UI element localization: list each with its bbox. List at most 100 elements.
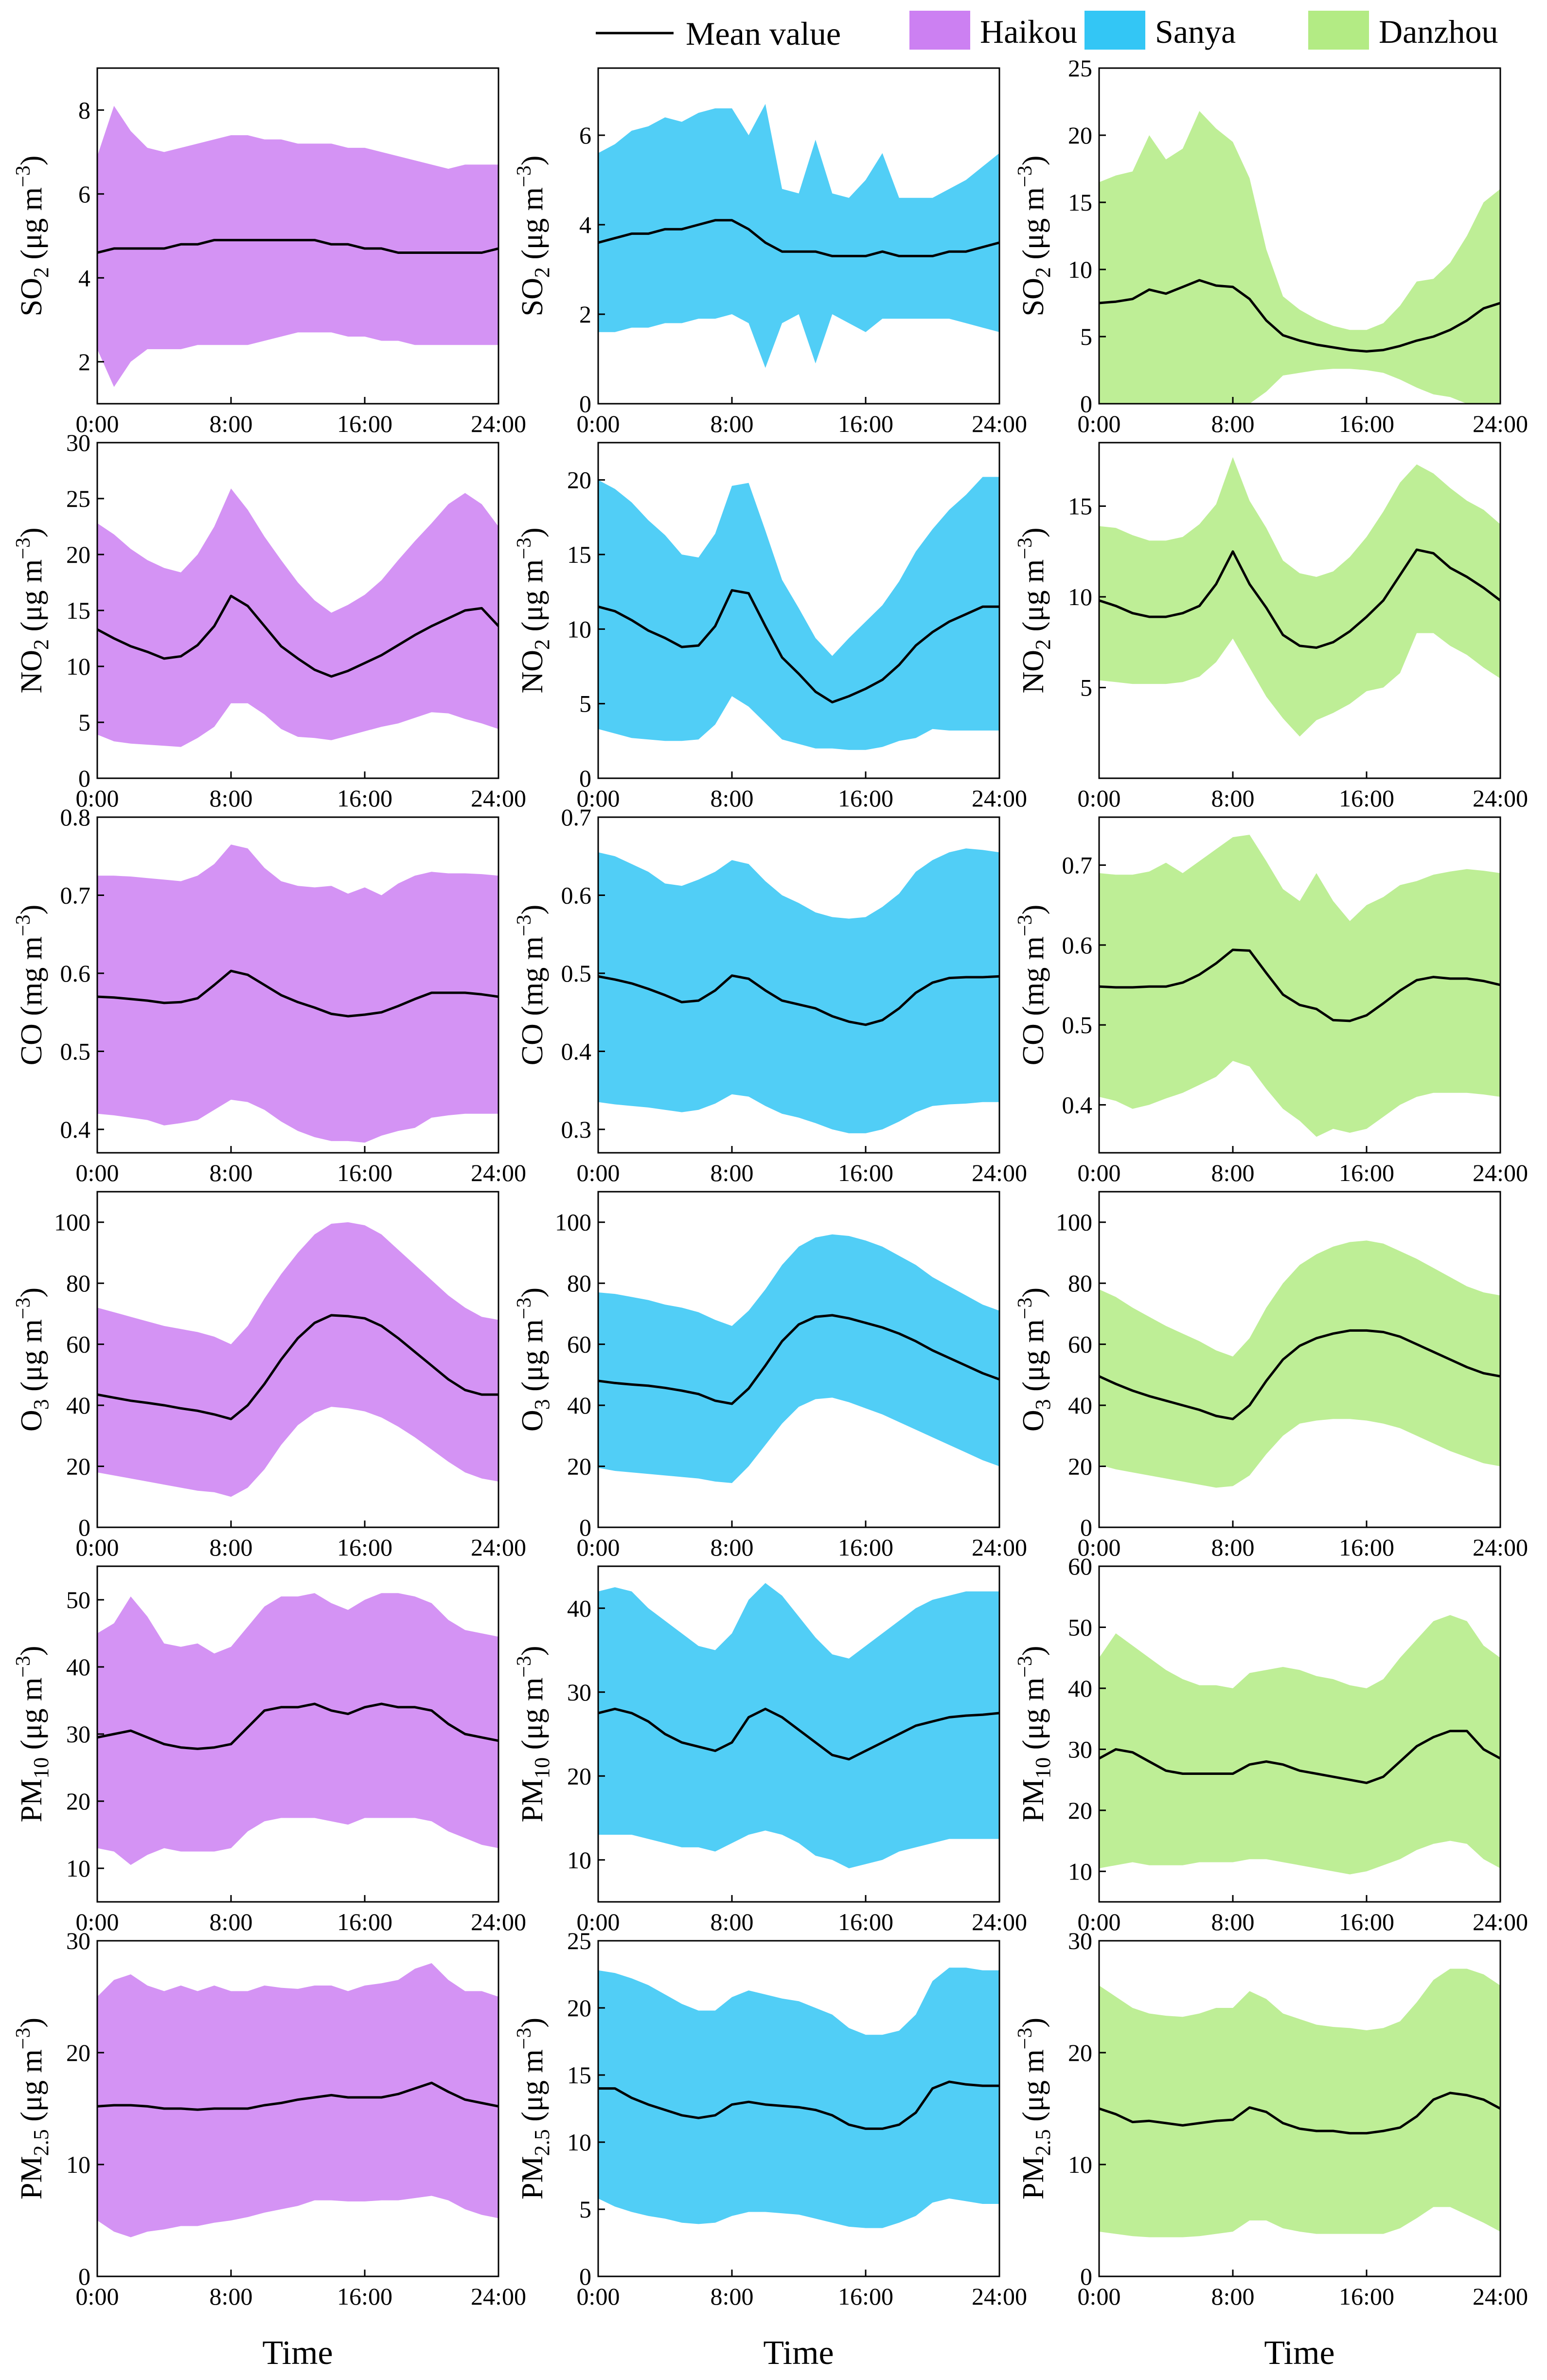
- y-axis-label-part: ): [1017, 527, 1050, 537]
- y-axis-label-part: 3: [29, 1399, 53, 1410]
- y-tick-label: 10: [66, 2151, 90, 2178]
- y-tick-label: 20: [1068, 1453, 1092, 1480]
- panel-frame: [597, 442, 1000, 779]
- panel-pm25-danzhou: 0:00 8:00 16:00 24:00 0 10 20 30 PM2.5 (μg m−3): [1014, 1927, 1528, 2310]
- y-axis-label-co-danzhou: CO (mg m−3): [1014, 905, 1050, 1066]
- legend-label-sanya: Sanya: [1155, 13, 1236, 50]
- y-axis-label-part: PM: [15, 1779, 48, 1823]
- y-tick-label: 6: [78, 180, 90, 208]
- x-tick-label: 8:00: [1211, 2283, 1255, 2310]
- y-tick-label: 60: [1068, 1331, 1092, 1358]
- y-axis-label-part: −3: [12, 914, 35, 936]
- y-tick-label: 20: [1068, 2039, 1092, 2066]
- mean-line-co-danzhou: [1099, 948, 1500, 1022]
- y-axis-label-part: 2: [1031, 267, 1055, 278]
- x-tick-label: 16:00: [337, 410, 392, 437]
- y-axis-label-part: (μg m: [516, 187, 549, 267]
- x-tick-label: 16:00: [1339, 1534, 1394, 1561]
- y-tick-label: 5: [78, 709, 90, 736]
- x-tick-label: 16:00: [1339, 1159, 1394, 1186]
- x-tick-label: 0:00: [1078, 1159, 1121, 1186]
- x-tick-label: 16:00: [337, 1908, 392, 1935]
- y-tick-label: 0: [1080, 390, 1092, 417]
- x-tick-label: 24:00: [1473, 1908, 1528, 1935]
- y-axis-label-part: ): [1017, 905, 1050, 915]
- y-axis-label-part: (μg m: [1017, 187, 1050, 267]
- y-tick-label: 0.7: [561, 804, 592, 831]
- x-tick-label: 16:00: [838, 785, 893, 812]
- x-tick-label: 8:00: [210, 410, 253, 437]
- x-tick-label: 16:00: [1339, 410, 1394, 437]
- y-tick-label: 0.3: [561, 1116, 592, 1143]
- x-tick-label: 24:00: [972, 1908, 1027, 1935]
- x-tick-label: 16:00: [1339, 1908, 1394, 1935]
- x-tick-label: 24:00: [1473, 2283, 1528, 2310]
- x-tick-label: 16:00: [838, 410, 893, 437]
- x-tick-label: 8:00: [1211, 410, 1255, 437]
- y-tick-label: 40: [567, 1594, 591, 1622]
- y-tick-label: 10: [1068, 2151, 1092, 2178]
- y-axis-label-part: CO: [516, 1023, 549, 1065]
- y-axis-label-part: O: [516, 1410, 549, 1432]
- panel-frame: [1098, 1565, 1501, 1903]
- y-tick-label: 0: [1080, 2263, 1092, 2290]
- panel-o3-danzhou: 0:00 8:00 16:00 24:00 0 20 40 60 80 100 O3 (μg m−3…: [1014, 1191, 1528, 1561]
- y-tick-label: 15: [1068, 189, 1092, 216]
- y-axis-label-o3-danzhou: O3 (μg m−3): [1014, 1288, 1055, 1432]
- y-tick-label: 10: [1068, 583, 1092, 610]
- y-tick-label: 50: [66, 1586, 90, 1613]
- y-axis-label-part: −3: [1014, 537, 1036, 559]
- x-tick-label: 24:00: [1473, 1159, 1528, 1186]
- x-axis-title-col-2: Time: [763, 2334, 834, 2372]
- x-tick-label: 24:00: [972, 785, 1027, 812]
- y-tick-label: 5: [1080, 323, 1092, 350]
- range-band-no2-danzhou: [1099, 457, 1500, 737]
- mean-line-pm25-danzhou: [1099, 2092, 1500, 2135]
- y-axis-label-part: −3: [513, 2028, 535, 2050]
- y-axis-label-part: −3: [1014, 165, 1036, 187]
- panel-co-danzhou: 0:00 8:00 16:00 24:00 0.4 0.5 0.6 0.7 CO (mg m−3…: [1014, 816, 1528, 1186]
- y-tick-label: 15: [1068, 493, 1092, 520]
- y-tick-label: 10: [66, 1855, 90, 1882]
- y-tick-label: 10: [1068, 1858, 1092, 1885]
- y-axis-label-part: ): [15, 1646, 48, 1656]
- x-tick-label: 8:00: [210, 1159, 253, 1186]
- mean-line-no2-haikou: [97, 594, 498, 678]
- y-tick-label: 60: [567, 1331, 591, 1358]
- y-tick-label: 100: [555, 1209, 591, 1236]
- y-axis-label-part: 2.5: [1031, 2129, 1055, 2156]
- x-tick-label: 8:00: [711, 785, 754, 812]
- y-tick-label: 0: [579, 390, 591, 417]
- mean-line-pm25-haikou: [97, 2081, 498, 2111]
- y-tick-label: 4: [579, 211, 591, 238]
- range-band-co-sanya: [598, 848, 999, 1133]
- y-axis-label-part: (μg m: [15, 559, 48, 639]
- panel-co-sanya: 0:00 8:00 16:00 24:00 0.3 0.4 0.5 0.6 0.7 CO (mg …: [513, 804, 1027, 1186]
- y-tick-label: 60: [66, 1331, 90, 1358]
- y-axis-label-part: (μg m: [1017, 559, 1050, 639]
- x-tick-label: 0:00: [1078, 1534, 1121, 1561]
- y-tick-label: 0.5: [1062, 1011, 1093, 1038]
- y-tick-label: 10: [66, 653, 90, 680]
- y-axis-label-part: −3: [1014, 1656, 1036, 1678]
- y-axis-label-part: ): [516, 1288, 549, 1298]
- y-tick-label: 30: [66, 429, 90, 456]
- range-band-pm10-sanya: [598, 1583, 999, 1868]
- x-tick-label: 0:00: [76, 1534, 119, 1561]
- y-axis-label-part: (mg m: [516, 936, 549, 1023]
- y-axis-label-so2-danzhou: SO2 (μg m−3): [1014, 156, 1055, 317]
- mean-line-o3-haikou: [97, 1314, 498, 1420]
- x-tick-label: 16:00: [337, 1534, 392, 1561]
- panel-pm25-haikou: 0:00 8:00 16:00 24:00 0 10 20 30 PM2.5 (μg m−3): [12, 1927, 526, 2310]
- y-axis-label-part: 2: [530, 639, 554, 650]
- x-tick-label: 24:00: [471, 2283, 526, 2310]
- y-tick-label: 0: [1080, 1514, 1092, 1541]
- mean-line-pm25-sanya: [598, 2080, 999, 2130]
- y-axis-label-part: PM: [516, 1779, 549, 1823]
- panel-pm25-sanya: 0:00 8:00 16:00 24:00 0 5 10 15 20 25 PM2.5 (μg m−…: [513, 1927, 1027, 2310]
- x-tick-label: 16:00: [838, 1908, 893, 1935]
- x-tick-label: 24:00: [972, 1159, 1027, 1186]
- y-tick-label: 15: [66, 597, 90, 624]
- x-tick-label: 0:00: [577, 410, 620, 437]
